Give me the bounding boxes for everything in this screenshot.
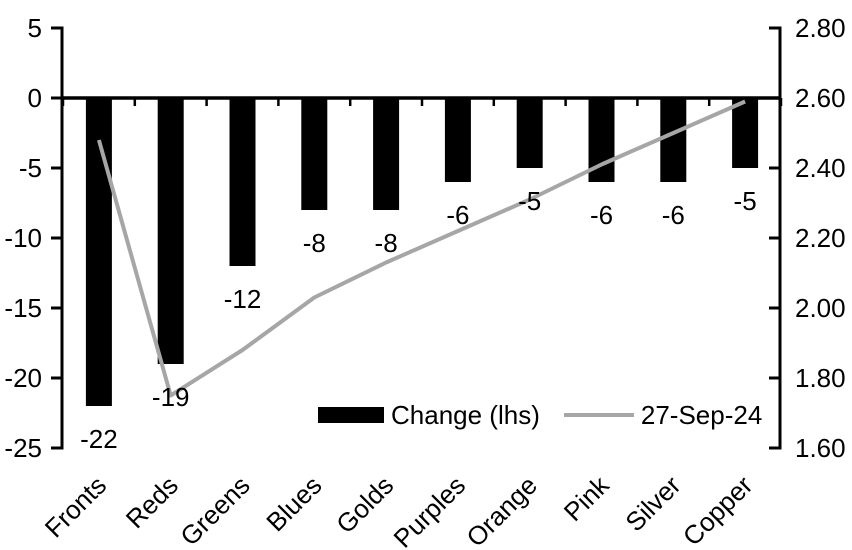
left-axis-tick-label: -5 [19, 153, 42, 183]
bar-value-label: -8 [303, 228, 326, 258]
category-label-greens: Greens [174, 470, 256, 550]
right-axis-tick-label: 1.80 [795, 363, 846, 393]
left-axis-tick-label: 0 [28, 83, 42, 113]
right-axis-tick-label: 2.00 [795, 293, 846, 323]
legend-entry-bar-series: Change (lhs) [318, 402, 540, 428]
bar-purples [444, 98, 471, 182]
category-label-fronts: Fronts [39, 470, 112, 543]
legend: Change (lhs) 27-Sep-24 [318, 402, 762, 428]
bar-orange [516, 98, 543, 168]
series-line [96, 99, 746, 398]
bar-value-label: -6 [590, 200, 613, 230]
category-label-blues: Blues [260, 470, 327, 537]
right-axis-tick-label: 2.40 [795, 153, 846, 183]
category-label-copper: Copper [677, 470, 759, 550]
right-axis-tick-label: 2.60 [795, 83, 846, 113]
bar-greens [229, 98, 256, 266]
bar-value-label: -6 [446, 200, 469, 230]
left-axis-tick-label: -15 [4, 293, 42, 323]
category-label-orange: Orange [460, 470, 543, 550]
category-label-purples: Purples [388, 470, 472, 550]
bar-value-label: -8 [375, 228, 398, 258]
legend-entry-line-series: 27-Sep-24 [563, 400, 763, 430]
left-axis-tick-label: -10 [4, 223, 42, 253]
category-label-pink: Pink [558, 469, 616, 527]
bar-reds [157, 98, 184, 364]
bar-golds [373, 98, 400, 210]
legend-label-line-series: 27-Sep-24 [640, 400, 763, 430]
legend-label-bar-series: Change (lhs) [391, 400, 540, 430]
bar-value-label: -19 [152, 382, 190, 412]
right-axis-tick-label: 2.80 [795, 13, 846, 43]
right-axis-tick-label: 2.20 [795, 223, 846, 253]
bar-value-label: -22 [80, 424, 118, 454]
left-axis-tick-label: -25 [4, 433, 42, 463]
bar-fronts [85, 98, 112, 406]
bar-value-label: -5 [518, 186, 541, 216]
right-axis-tick-label: 1.60 [795, 433, 846, 463]
legend-line-swatch [563, 413, 634, 417]
bar-copper [732, 98, 759, 168]
bar-value-label: -6 [662, 200, 685, 230]
bar-value-label: -5 [734, 186, 757, 216]
left-axis-tick-label: 5 [28, 13, 42, 43]
legend-bar-swatch [318, 407, 384, 423]
category-label-reds: Reds [120, 470, 184, 534]
bar-value-label: -12 [224, 284, 262, 314]
category-label-golds: Golds [330, 470, 399, 539]
bar-silver [660, 98, 687, 182]
category-label-silver: Silver [619, 470, 686, 537]
left-axis-tick-label: -20 [4, 363, 42, 393]
bar-blues [301, 98, 328, 210]
